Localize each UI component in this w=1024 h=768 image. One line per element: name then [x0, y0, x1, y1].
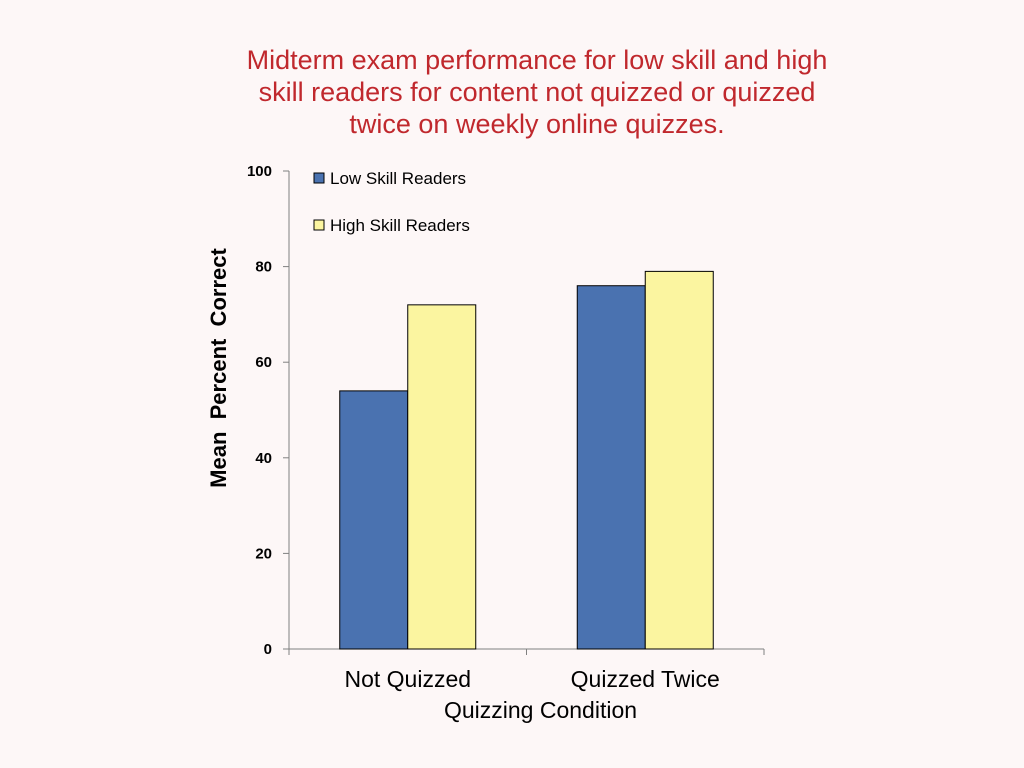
- y-tick-label: 100: [247, 163, 272, 180]
- bar-low-skill-quizzed-twice: [576, 285, 646, 650]
- y-tick-label: 20: [255, 545, 272, 562]
- chart-title-line-1: Midterm exam performance for low skill a…: [246, 45, 828, 75]
- y-tick-label: 40: [255, 450, 272, 467]
- y-axis-title: Mean Percent Correct: [206, 248, 231, 488]
- y-tick-label: 0: [264, 641, 272, 658]
- bar-high-skill-not-quizzed: [407, 304, 477, 650]
- bar-low-skill-not-quizzed: [339, 390, 409, 650]
- x-category-label: Quizzed Twice: [571, 666, 720, 692]
- x-category-label: Not Quizzed: [344, 666, 471, 692]
- legend-swatch-low-skill: [313, 172, 325, 184]
- legend-label-high-skill: High Skill Readers: [330, 216, 470, 235]
- y-tick-label: 80: [255, 259, 272, 276]
- y-tick-label: 60: [255, 354, 272, 371]
- legend-label-low-skill: Low Skill Readers: [330, 169, 466, 188]
- chart-ticks: 0 20 40 60 80 100 Not Quizzed Quizzed Twice: [247, 163, 765, 692]
- bar-high-skill-quizzed-twice: [644, 270, 714, 650]
- legend-swatch-high-skill: [313, 219, 325, 231]
- chart-title-line-3: twice on weekly online quizzes.: [349, 109, 725, 139]
- x-axis-title: Quizzing Condition: [444, 697, 637, 723]
- chart-legend: Low Skill Readers High Skill Readers: [313, 169, 470, 235]
- chart-title: Midterm exam performance for low skill a…: [212, 44, 862, 140]
- chart-title-line-2: skill readers for content not quizzed or…: [258, 77, 816, 107]
- chart-bars: [339, 270, 714, 650]
